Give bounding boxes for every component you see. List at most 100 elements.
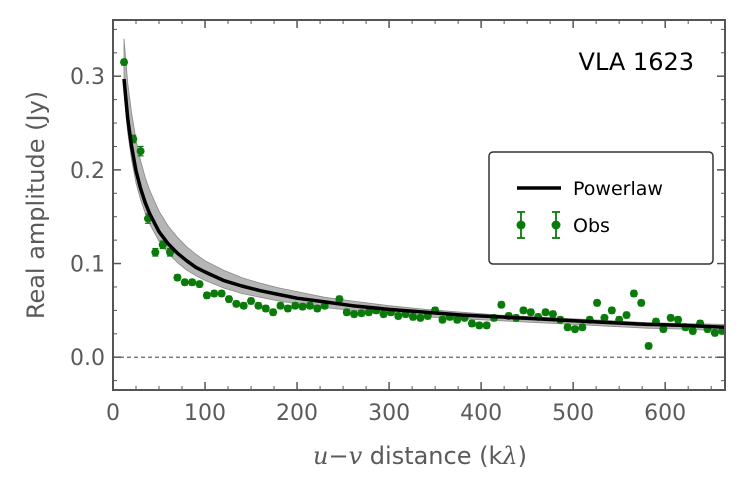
x-axis-label-minus: − — [328, 442, 348, 470]
obs-marker — [548, 310, 557, 319]
obs-marker — [453, 315, 462, 324]
x-axis-label-v: v — [349, 442, 363, 470]
obs-point-59 — [563, 323, 572, 332]
obs-marker — [379, 310, 388, 319]
obs-point-13 — [217, 289, 226, 298]
obs-marker — [239, 301, 248, 310]
obs-marker — [622, 311, 631, 320]
obs-point-20 — [269, 308, 278, 317]
obs-marker — [188, 278, 197, 287]
obs-marker — [526, 308, 535, 317]
obs-point-68 — [629, 289, 638, 298]
chart-annotation: VLA 1623 — [579, 48, 694, 76]
obs-point-47 — [475, 321, 484, 330]
obs-point-38 — [409, 312, 418, 321]
obs-point-73 — [666, 313, 675, 322]
obs-marker — [563, 323, 572, 332]
obs-point-67 — [622, 311, 631, 320]
obs-point-24 — [298, 302, 307, 311]
legend-label-powerlaw: Powerlaw — [573, 178, 663, 200]
model-uncertainty-band — [123, 38, 725, 332]
obs-marker — [578, 323, 587, 332]
legend-obs-marker-0 — [516, 211, 526, 239]
obs-point-48 — [482, 321, 491, 330]
obs-point-57 — [548, 310, 557, 319]
obs-marker — [261, 304, 270, 313]
y-tick-label: 0.3 — [70, 65, 105, 90]
y-tick-label: 0.0 — [70, 346, 105, 371]
obs-marker — [151, 248, 160, 257]
x-axis-label-lambda: λ — [501, 442, 517, 470]
obs-marker — [497, 300, 506, 309]
obs-marker — [195, 280, 204, 289]
obs-point-25 — [305, 301, 314, 310]
legend-label-obs: Obs — [573, 215, 610, 237]
x-axis-label-u: u — [313, 442, 328, 470]
obs-point-53 — [519, 306, 528, 315]
obs-point-18 — [254, 301, 263, 310]
obs-marker — [313, 304, 322, 313]
obs-marker — [394, 312, 403, 320]
obs-marker — [666, 313, 675, 322]
obs-point-46 — [467, 319, 476, 328]
obs-point-5 — [158, 240, 167, 250]
obs-marker — [120, 58, 129, 67]
obs-marker — [607, 306, 616, 315]
obs-point-74 — [674, 315, 683, 324]
obs-marker — [718, 326, 725, 335]
x-tick-label: 600 — [644, 401, 686, 426]
obs-marker — [202, 291, 211, 300]
obs-marker — [541, 308, 550, 317]
obs-marker — [482, 321, 491, 330]
x-tick-label: 500 — [552, 401, 594, 426]
obs-point-56 — [541, 308, 550, 317]
obs-marker — [247, 297, 256, 306]
obs-point-6 — [166, 247, 175, 257]
obs-point-54 — [526, 308, 535, 317]
obs-marker — [710, 328, 719, 337]
obs-point-15 — [232, 299, 241, 308]
obs-point-29 — [342, 308, 351, 317]
legend-obs-dot — [516, 220, 526, 230]
x-axis-label: u−v distance (kλ) — [313, 442, 527, 470]
obs-marker — [158, 240, 167, 249]
legend: Powerlaw Obs — [488, 151, 714, 265]
obs-marker — [254, 301, 263, 310]
legend-box — [488, 151, 714, 265]
obs-marker — [232, 299, 241, 308]
obs-point-2 — [136, 145, 145, 157]
model-curve — [122, 78, 725, 329]
obs-point-0 — [120, 58, 129, 67]
obs-marker — [409, 312, 418, 321]
obs-marker — [674, 315, 683, 324]
legend-obs-swatch — [516, 211, 561, 239]
obs-point-30 — [350, 310, 359, 319]
x-tick-label: 0 — [106, 401, 120, 426]
obs-marker — [283, 304, 292, 313]
obs-marker — [600, 313, 609, 322]
obs-marker — [136, 147, 145, 156]
obs-marker — [298, 302, 307, 311]
obs-marker — [217, 289, 226, 298]
x-tick-label: 300 — [368, 401, 410, 426]
obs-point-34 — [379, 310, 388, 319]
obs-point-19 — [261, 304, 270, 313]
x-axis-label-close: ) — [518, 442, 527, 470]
obs-marker — [438, 315, 447, 324]
obs-point-69 — [637, 298, 646, 307]
obs-marker — [570, 325, 579, 334]
obs-point-60 — [570, 325, 579, 334]
obs-marker — [364, 308, 373, 317]
obs-marker — [291, 301, 300, 310]
legend-obs-dot — [551, 220, 561, 230]
obs-marker — [276, 301, 285, 310]
obs-point-76 — [688, 326, 697, 335]
obs-marker — [475, 321, 484, 330]
obs-marker — [350, 310, 359, 319]
obs-marker — [416, 313, 425, 322]
obs-point-9 — [188, 278, 197, 287]
obs-marker — [166, 248, 175, 257]
obs-marker — [593, 298, 602, 307]
obs-marker — [519, 306, 528, 315]
